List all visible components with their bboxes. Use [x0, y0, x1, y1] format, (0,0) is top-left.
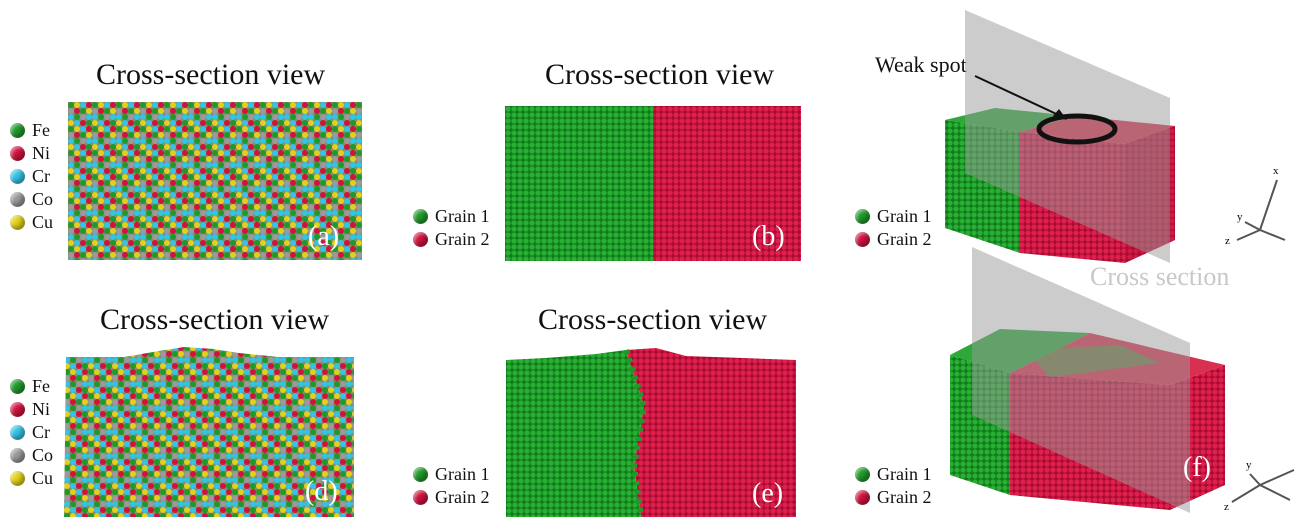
- legend-label: Ni: [32, 399, 50, 419]
- grain-legend-c: Grain 1 Grain 2: [855, 205, 931, 251]
- panel-d-title: Cross-section view: [100, 303, 330, 336]
- legend-label: Grain 2: [877, 229, 932, 249]
- grain2-atom-icon: [855, 490, 870, 505]
- legend-label: Grain 2: [435, 487, 490, 507]
- legend-label: Grain 1: [435, 464, 490, 484]
- panel-label-d: (d): [305, 476, 338, 507]
- ni-atom-icon: [10, 146, 25, 161]
- weak-spot-ring: [1036, 113, 1118, 145]
- legend-item-cr: Cr: [10, 421, 53, 444]
- legend-item-grain2: Grain 2: [855, 228, 931, 251]
- legend-label: Co: [32, 445, 54, 465]
- fe-atom-icon: [10, 379, 25, 394]
- grain-2-region: [626, 348, 796, 517]
- grain1-atom-icon: [413, 209, 428, 224]
- weak-spot-annotation: Weak spot: [875, 52, 967, 77]
- legend-item-grain2: Grain 2: [413, 486, 489, 509]
- alloy-cross-section-a: [68, 102, 362, 260]
- axis-y-label: y: [1246, 459, 1252, 471]
- legend-item-ni: Ni: [10, 398, 53, 421]
- legend-item-co: Co: [10, 444, 53, 467]
- legend-label: Grain 2: [435, 229, 490, 249]
- legend-label: Co: [32, 189, 54, 209]
- legend-label: Fe: [32, 376, 50, 396]
- grain-legend-b: Grain 1 Grain 2: [413, 205, 489, 251]
- grain2-atom-icon: [413, 490, 428, 505]
- panel-label-a: (a): [308, 221, 340, 252]
- axis-y-label: y: [1237, 211, 1243, 223]
- element-legend-a: Fe Ni Cr Co Cu: [10, 119, 53, 234]
- panel-label-b: (b): [752, 221, 785, 252]
- legend-label: Fe: [32, 120, 50, 140]
- legend-label: Cu: [32, 468, 54, 488]
- cr-atom-icon: [10, 425, 25, 440]
- legend-item-cr: Cr: [10, 165, 53, 188]
- bicrystal-3d-f: [930, 245, 1230, 517]
- legend-item-co: Co: [10, 188, 53, 211]
- legend-label: Grain 1: [435, 206, 490, 226]
- legend-item-grain2: Grain 2: [413, 228, 489, 251]
- coordinate-axes-f: y z: [1220, 430, 1298, 522]
- panel-label-e: (e): [752, 478, 784, 509]
- fe-atom-icon: [10, 123, 25, 138]
- legend-label: Cu: [32, 212, 54, 232]
- ni-atom-icon: [10, 402, 25, 417]
- legend-item-cu: Cu: [10, 211, 53, 234]
- legend-item-ni: Ni: [10, 142, 53, 165]
- legend-item-grain2: Grain 2: [855, 486, 931, 509]
- coordinate-axes-c: x y z: [1215, 160, 1295, 255]
- co-atom-icon: [10, 448, 25, 463]
- legend-label: Cr: [32, 166, 50, 186]
- cross-section-plane: [965, 10, 1170, 263]
- grain-1-region: [505, 106, 653, 261]
- axis-z-label: z: [1224, 501, 1229, 513]
- alloy-cross-section-d: [64, 345, 356, 517]
- legend-item-grain1: Grain 1: [855, 205, 931, 228]
- bicrystal-cross-section-e: [506, 346, 796, 517]
- grain2-atom-icon: [855, 232, 870, 247]
- legend-item-grain1: Grain 1: [855, 463, 931, 486]
- co-atom-icon: [10, 192, 25, 207]
- cr-atom-icon: [10, 169, 25, 184]
- cross-section-label: Cross section: [1090, 262, 1230, 291]
- grain2-atom-icon: [413, 232, 428, 247]
- panel-e-title: Cross-section view: [538, 303, 768, 336]
- legend-label: Grain 1: [877, 464, 932, 484]
- legend-label: Grain 1: [877, 206, 932, 226]
- legend-item-grain1: Grain 1: [413, 205, 489, 228]
- cu-atom-icon: [10, 471, 25, 486]
- legend-item-fe: Fe: [10, 119, 53, 142]
- grain-2-region: [653, 106, 801, 261]
- panel-b-title: Cross-section view: [545, 58, 775, 91]
- grain1-atom-icon: [855, 209, 870, 224]
- panel-label-f: (f): [1183, 452, 1211, 483]
- panel-a-title: Cross-section view: [96, 58, 326, 91]
- axis-x-label: x: [1273, 165, 1279, 177]
- grain1-atom-icon: [855, 467, 870, 482]
- panel-label-c: (c): [1178, 197, 1210, 228]
- grain-legend-e: Grain 1 Grain 2: [413, 463, 489, 509]
- legend-item-grain1: Grain 1: [413, 463, 489, 486]
- legend-label: Cr: [32, 422, 50, 442]
- axis-z-label: z: [1225, 235, 1230, 247]
- legend-item-fe: Fe: [10, 375, 53, 398]
- legend-item-cu: Cu: [10, 467, 53, 490]
- bicrystal-3d-c: [935, 8, 1235, 288]
- legend-label: Grain 2: [877, 487, 932, 507]
- legend-label: Ni: [32, 143, 50, 163]
- element-legend-d: Fe Ni Cr Co Cu: [10, 375, 53, 490]
- grain-1-region: [506, 350, 644, 517]
- bicrystal-cross-section-b: [505, 106, 801, 261]
- cu-atom-icon: [10, 215, 25, 230]
- cross-section-plane: [972, 247, 1190, 513]
- grain-legend-f: Grain 1 Grain 2: [855, 463, 931, 509]
- grain1-atom-icon: [413, 467, 428, 482]
